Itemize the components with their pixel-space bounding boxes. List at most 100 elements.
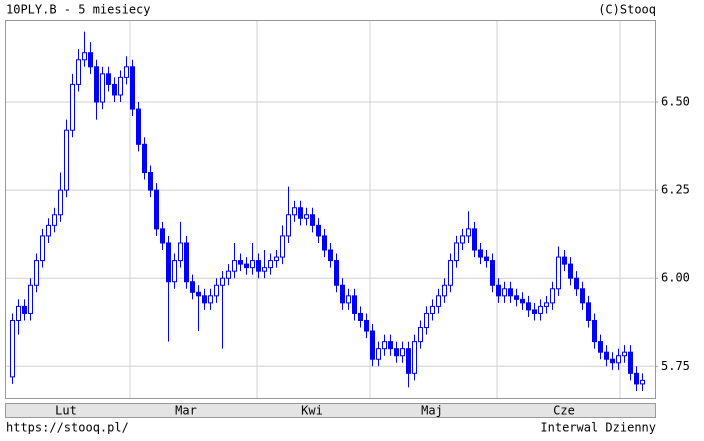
candle-body [250, 260, 255, 269]
candle-body [376, 348, 381, 360]
candle-body [370, 330, 375, 360]
candle-body [112, 83, 117, 96]
candle-body [298, 207, 303, 219]
candle-body [412, 341, 417, 374]
candle-body [502, 288, 507, 297]
y-tick-label: 6.00 [661, 271, 690, 285]
candle-body [424, 312, 429, 329]
candle-body [514, 295, 519, 300]
candle-body [328, 249, 333, 262]
x-tick-label: Kwi [301, 404, 323, 418]
candle-body [484, 256, 489, 262]
candle-body [544, 302, 549, 307]
candle-body [628, 351, 633, 374]
candle-body [538, 305, 543, 314]
candle-body [568, 263, 573, 279]
x-tick-label: Lut [55, 404, 77, 418]
candle-body [76, 59, 81, 85]
candle-body [454, 242, 459, 262]
candle-body [526, 302, 531, 311]
candle-body [466, 228, 471, 237]
x-tick-label: Mar [175, 404, 197, 418]
candle-body [598, 341, 603, 353]
candle-body [136, 108, 141, 145]
candle-body [214, 284, 219, 297]
candle-body [52, 214, 57, 226]
candle-body [640, 379, 645, 385]
candle-body [178, 242, 183, 262]
candle-body [292, 207, 297, 216]
candle-body [70, 83, 75, 131]
candle-body [166, 242, 171, 283]
candle-body [316, 224, 321, 237]
candle-body [208, 295, 213, 304]
candle-body [388, 341, 393, 350]
candle-body [220, 277, 225, 286]
candle-body [160, 228, 165, 244]
candle-body [604, 351, 609, 360]
candle-body [472, 228, 477, 251]
candle-body [310, 214, 315, 226]
candle-body [10, 319, 15, 378]
candle-body [562, 256, 567, 265]
candle-body [400, 348, 405, 357]
candle-body [322, 235, 327, 251]
x-axis-band [5, 403, 656, 418]
candle-body [130, 66, 135, 110]
candle-body [418, 327, 423, 343]
candle-body [340, 284, 345, 304]
candle-body [94, 66, 99, 103]
x-tick-label: Maj [421, 404, 443, 418]
candle-body [490, 260, 495, 286]
candle-body [64, 129, 69, 191]
candle-body [22, 305, 27, 314]
candle-body [40, 235, 45, 262]
candle-body [16, 305, 21, 321]
candle-body [286, 214, 291, 237]
candle-body [256, 260, 261, 272]
candle-body [28, 284, 33, 314]
candle-body [634, 372, 639, 385]
candle-body [364, 319, 369, 332]
candle-body [556, 256, 561, 290]
footer-left: https://stooq.pl/ [6, 421, 129, 435]
candle-body [280, 235, 285, 258]
candle-body [106, 73, 111, 85]
candle-body [148, 172, 153, 191]
candle-body [346, 295, 351, 304]
candle-body [46, 224, 51, 237]
candle-body [274, 256, 279, 262]
candle-body [262, 267, 267, 272]
candle-body [154, 189, 159, 230]
candle-body [88, 52, 93, 68]
candle-body [520, 298, 525, 304]
candle-body [196, 291, 201, 297]
candles [10, 31, 645, 391]
candle-body [268, 260, 273, 269]
candle-body [334, 260, 339, 286]
candle-body [586, 302, 591, 321]
candle-body [448, 260, 453, 286]
candle-body [382, 341, 387, 350]
candle-body [580, 288, 585, 304]
y-tick-label: 5.75 [661, 359, 690, 373]
candle-body [478, 249, 483, 258]
candle-body [508, 288, 513, 297]
candle-body [436, 295, 441, 307]
candle-body [622, 351, 627, 357]
candle-body [238, 260, 243, 265]
candle-body [304, 214, 309, 219]
x-axis: Lut Mar Kwi Maj Cze [55, 404, 575, 418]
candle-body [430, 305, 435, 314]
candle-body [232, 260, 237, 272]
candle-body [142, 143, 147, 174]
copyright: (C)Stooq [598, 3, 656, 17]
candle-body [616, 355, 621, 364]
candle-body [118, 76, 123, 96]
candle-body [226, 270, 231, 279]
candle-body [172, 260, 177, 283]
y-tick-label: 6.25 [661, 183, 690, 197]
candle-body [394, 348, 399, 357]
candle-body [358, 312, 363, 321]
